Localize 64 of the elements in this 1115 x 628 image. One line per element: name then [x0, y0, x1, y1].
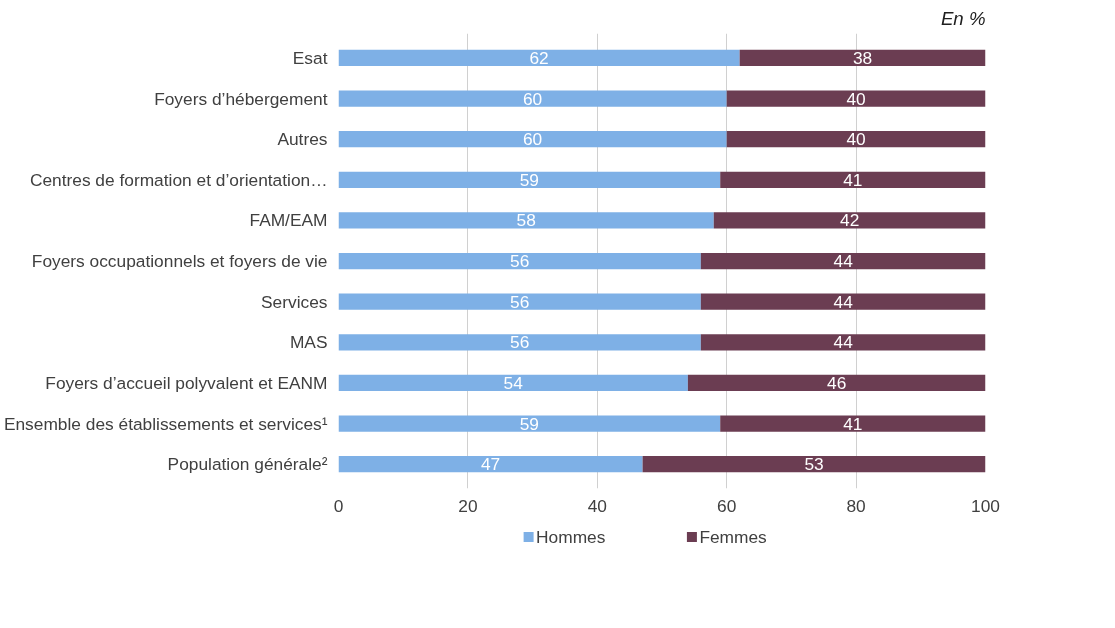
data-label: 47 — [480, 454, 501, 475]
data-label: 59 — [519, 413, 540, 434]
x-tick-label: 60 — [717, 495, 737, 516]
data-label: 60 — [522, 129, 543, 150]
x-tick-label: 80 — [846, 495, 866, 516]
y-tick-label: Centres de formation et d’orientation… — [29, 169, 328, 190]
y-tick-label: MAS — [289, 332, 328, 353]
data-label: 44 — [833, 251, 854, 271]
bar — [713, 212, 986, 229]
y-tick-label: Services — [261, 291, 328, 312]
data-label: 62 — [529, 47, 549, 68]
legend-label: Femmes — [699, 527, 768, 547]
x-tick-label: 0 — [333, 495, 344, 516]
bar — [726, 131, 986, 148]
bar — [720, 171, 986, 188]
data-label: 44 — [833, 332, 854, 353]
bar — [338, 171, 721, 188]
bar — [338, 90, 727, 107]
data-label: 40 — [846, 88, 866, 109]
bar — [338, 374, 688, 391]
y-tick-label: Ensemble des établissements et services¹ — [3, 413, 328, 434]
data-label: 44 — [833, 291, 854, 312]
y-tick-label: FAM/EAM — [249, 210, 328, 231]
bar — [726, 90, 986, 107]
bar — [700, 252, 986, 270]
bar — [338, 131, 727, 148]
data-label: 58 — [516, 210, 536, 231]
y-tick-label: Population générale² — [167, 454, 328, 475]
data-label: 41 — [843, 169, 863, 190]
bar — [687, 374, 986, 391]
y-tick-label: Foyers d’hébergement — [154, 88, 328, 109]
data-label: 41 — [843, 413, 863, 434]
x-tick-label: 40 — [587, 495, 607, 516]
bar — [338, 252, 701, 270]
bar — [338, 456, 643, 473]
x-tick-label: 100 — [971, 495, 1000, 516]
data-label: 46 — [827, 372, 847, 393]
data-label: 60 — [522, 88, 543, 109]
bar — [700, 334, 986, 351]
bar — [338, 212, 714, 229]
legend-label: Hommes — [536, 527, 606, 547]
data-label: 56 — [510, 332, 530, 353]
bar — [338, 334, 701, 351]
bar — [720, 415, 986, 432]
y-tick-label: Foyers occupationnels et foyers de vie — [31, 251, 328, 271]
data-label: 56 — [510, 251, 530, 271]
x-tick-label: 20 — [458, 495, 478, 516]
bar — [700, 293, 986, 310]
bar — [642, 456, 986, 473]
bar — [338, 293, 701, 310]
y-tick-label: Esat — [292, 47, 328, 68]
data-label: 40 — [846, 129, 866, 150]
bar — [739, 49, 986, 66]
data-label: 42 — [839, 210, 860, 231]
data-label: 59 — [519, 169, 540, 190]
data-label: 54 — [503, 372, 524, 393]
bar — [338, 415, 721, 432]
data-label: 56 — [510, 291, 530, 312]
data-label: 53 — [804, 454, 824, 475]
y-tick-label: Foyers d’accueil polyvalent et EANM — [45, 372, 328, 393]
y-tick-label: Autres — [277, 129, 328, 150]
data-label: 38 — [852, 47, 873, 68]
text: En % — [940, 7, 986, 29]
bar — [338, 49, 740, 66]
